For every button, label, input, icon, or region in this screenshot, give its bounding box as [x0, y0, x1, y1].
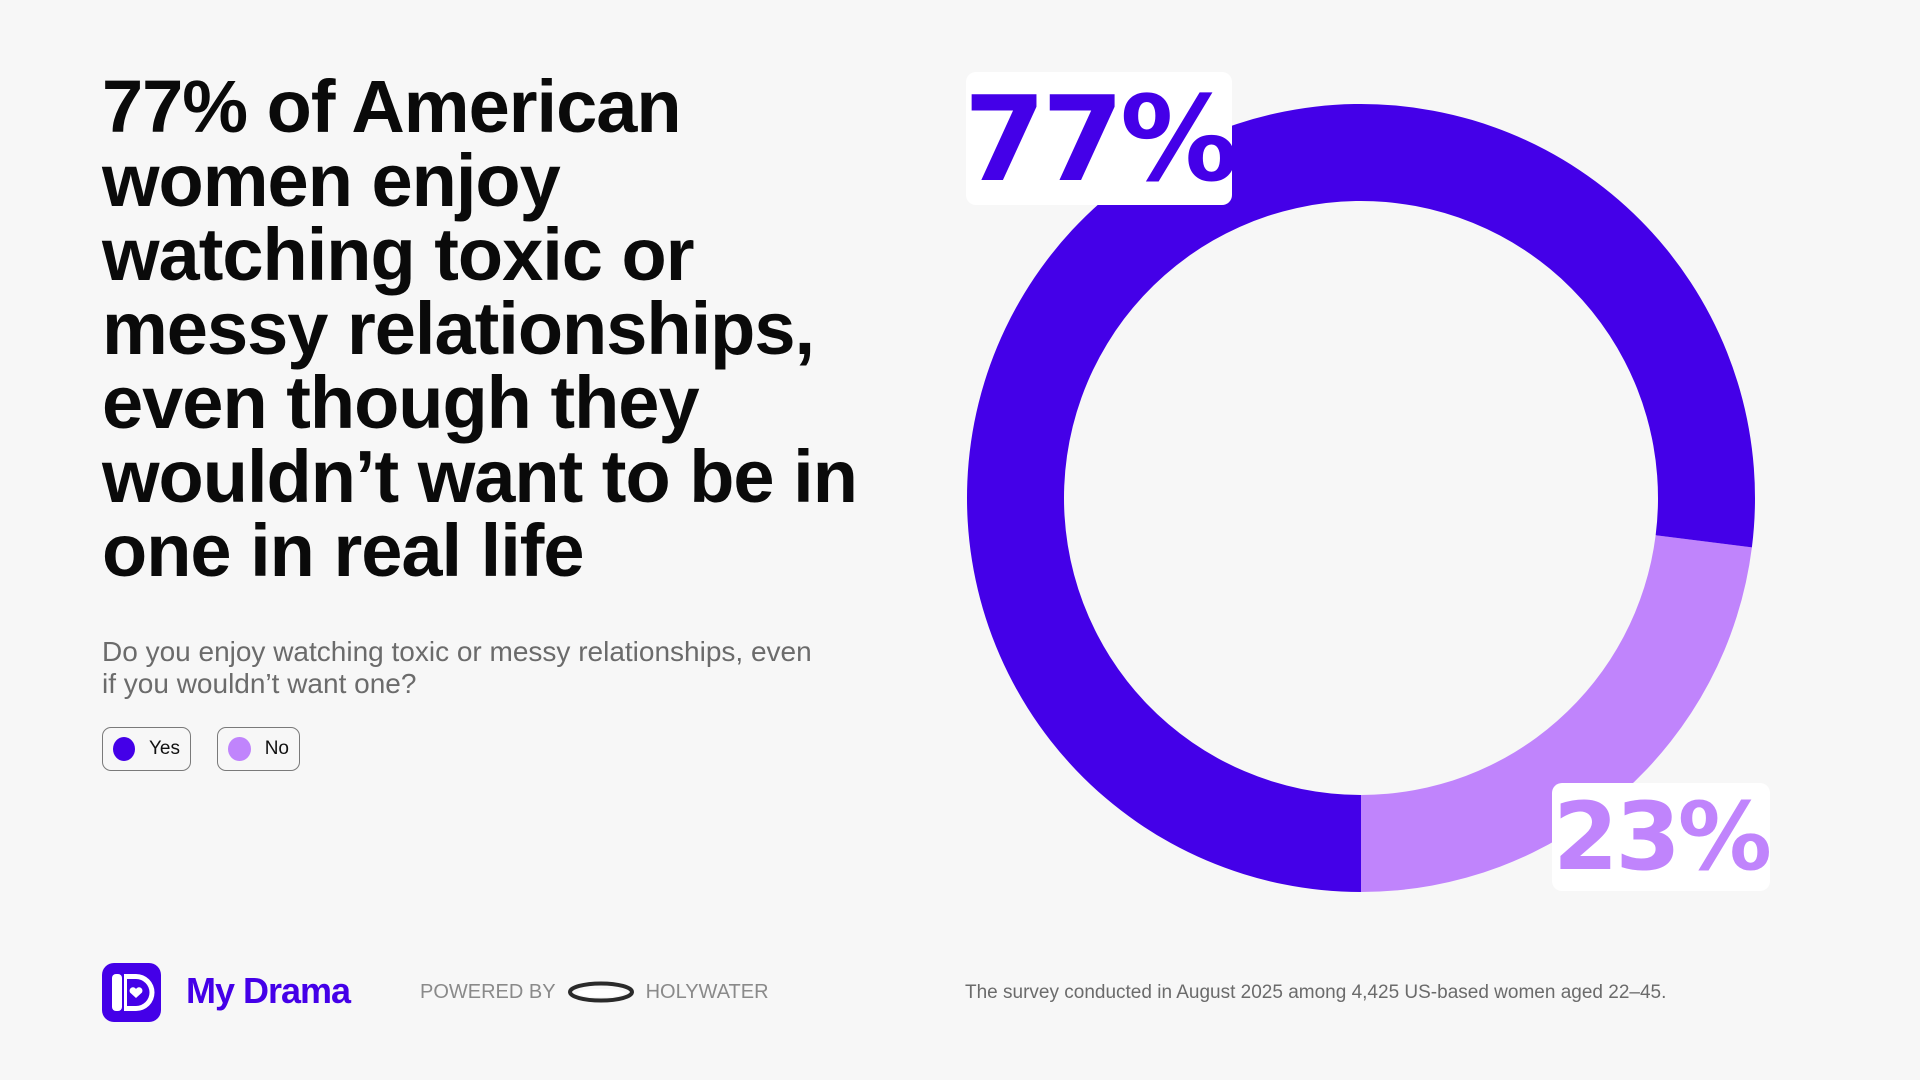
donut-slice-no: [1361, 535, 1752, 892]
chart-legend: Yes No: [102, 727, 300, 771]
data-label-yes: 77%: [963, 69, 1238, 208]
partner-name: HOLYWATER: [645, 981, 769, 1003]
app-logo-icon: [102, 963, 161, 1022]
legend-item-yes[interactable]: Yes: [102, 727, 191, 771]
brand-name: My Drama: [186, 970, 351, 1011]
data-label-yes-text: 77%: [963, 69, 1238, 208]
data-label-no-text: 23%: [1553, 782, 1772, 892]
powered-by: POWERED BY HOLYWATER: [420, 980, 769, 1004]
survey-footnote: The survey conducted in August 2025 amon…: [965, 982, 1667, 1003]
legend-item-no[interactable]: No: [217, 727, 300, 771]
legend-label-yes: Yes: [149, 738, 180, 759]
legend-swatch-no: [228, 737, 251, 761]
legend-label-no: No: [264, 738, 289, 759]
survey-question: Do you enjoy watching toxic or messy rel…: [102, 636, 812, 699]
data-label-no: 23%: [1552, 782, 1772, 892]
page-title: 77% of American women enjoy watching tox…: [102, 65, 858, 592]
holywater-logo-icon: [567, 981, 634, 1003]
legend-swatch-yes: [113, 737, 135, 761]
powered-by-label: POWERED BY: [420, 981, 556, 1003]
